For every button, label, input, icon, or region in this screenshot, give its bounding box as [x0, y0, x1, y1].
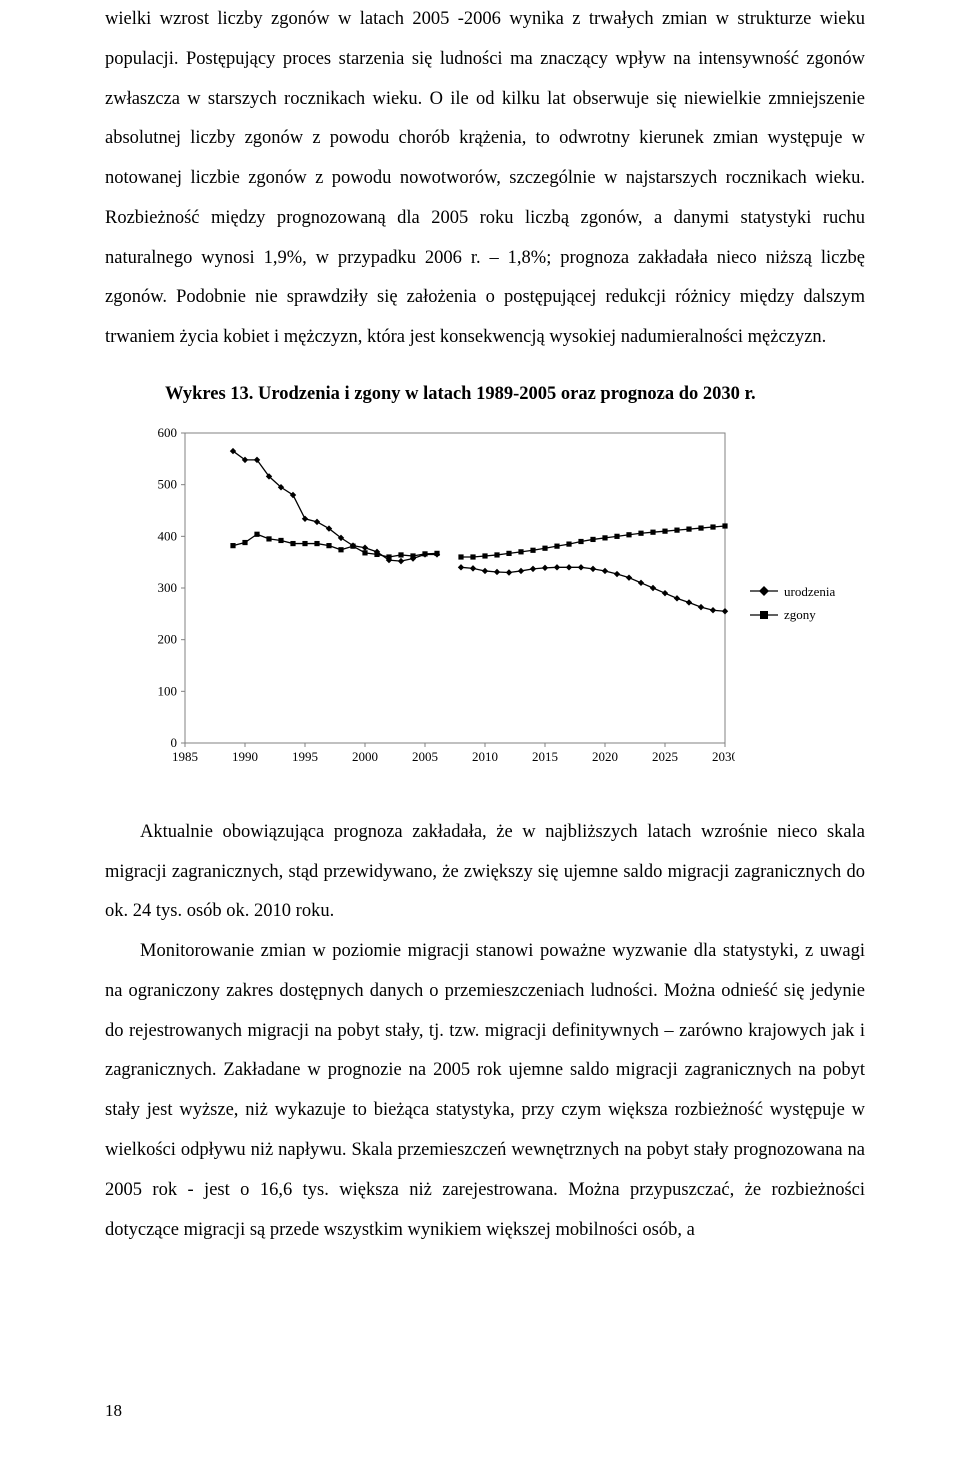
svg-text:2005: 2005 [412, 749, 438, 764]
legend-item-zgony: zgony [750, 603, 835, 626]
legend-label: urodzenia [784, 580, 835, 603]
svg-text:400: 400 [158, 528, 178, 543]
line-chart: 0 100 200 300 400 500 600 1985 1990 1995 2000 2005 2… [135, 423, 735, 783]
svg-text:500: 500 [158, 477, 178, 492]
legend-item-urodzenia: urodzenia [750, 580, 835, 603]
chart-legend: urodzenia zgony [750, 580, 835, 627]
paragraph-1: wielki wzrost liczby zgonów w latach 200… [105, 0, 865, 358]
paragraph-3: Monitorowanie zmian w poziomie migracji … [105, 932, 865, 1250]
svg-text:100: 100 [158, 683, 178, 698]
paragraph-2: Aktualnie obowiązująca prognoza zakładał… [105, 813, 865, 932]
diamond-icon [750, 584, 778, 598]
square-icon [750, 608, 778, 622]
svg-text:2015: 2015 [532, 749, 558, 764]
svg-text:300: 300 [158, 580, 178, 595]
page-number: 18 [105, 1401, 122, 1421]
svg-text:2030: 2030 [712, 749, 735, 764]
svg-text:2020: 2020 [592, 749, 618, 764]
svg-text:2025: 2025 [652, 749, 678, 764]
svg-text:600: 600 [158, 425, 178, 440]
svg-text:1995: 1995 [292, 749, 318, 764]
chart-title: Wykres 13. Urodzenia i zgony w latach 19… [105, 384, 865, 405]
svg-text:2010: 2010 [472, 749, 498, 764]
legend-label: zgony [784, 603, 816, 626]
svg-text:1990: 1990 [232, 749, 258, 764]
chart-container: 0 100 200 300 400 500 600 1985 1990 1995 2000 2005 2… [135, 423, 865, 783]
svg-text:200: 200 [158, 632, 178, 647]
svg-text:1985: 1985 [172, 749, 198, 764]
svg-text:2000: 2000 [352, 749, 378, 764]
svg-text:0: 0 [171, 735, 178, 750]
